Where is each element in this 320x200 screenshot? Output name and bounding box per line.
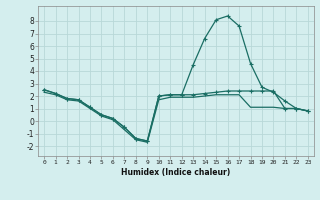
X-axis label: Humidex (Indice chaleur): Humidex (Indice chaleur) (121, 168, 231, 177)
